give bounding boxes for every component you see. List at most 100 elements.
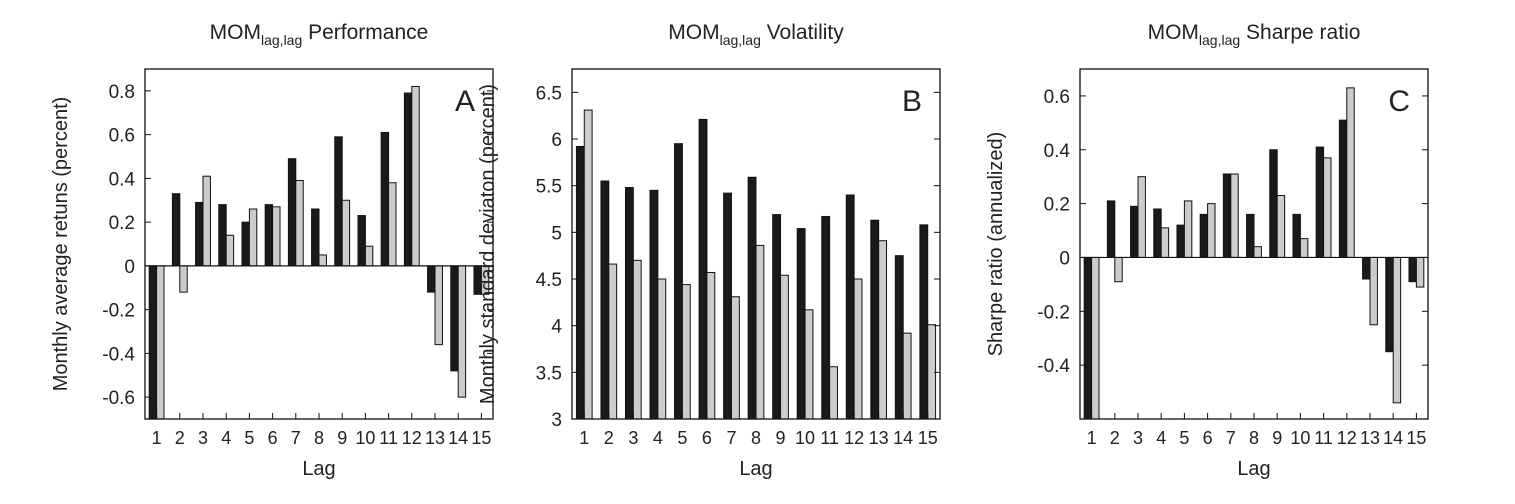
panel-c-bar-s1-lag-3 (1130, 205, 1139, 258)
panel-b-bar-s1-lag-8 (747, 176, 757, 420)
panel-c-bar-s1-lag-6 (1199, 213, 1209, 258)
panel-a-ytick-label: -0.6 (102, 388, 135, 409)
panel-b-ytick-label: 4.5 (536, 270, 562, 291)
panel-b-ytick-label: 4 (551, 317, 562, 338)
panel-b-bar-s2-lag-4 (657, 278, 667, 420)
panel-c-bar-s1-lag-8 (1246, 213, 1255, 258)
panel-b-xtick-label: 10 (795, 428, 815, 448)
panel-a-label: A (455, 85, 475, 118)
panel-c-xtick-label: 11 (1314, 428, 1333, 448)
panel-b: MOMlag,lag Volatility B Lag Monthly stan… (477, 21, 941, 480)
panel-a-bar-s1-lag-5 (241, 221, 250, 267)
panel-a-bar-s2-lag-7 (295, 180, 304, 267)
panel-b-xtick-label: 5 (677, 428, 687, 448)
panel-a-xtick-label: 13 (425, 428, 445, 448)
panel-c-ytick-label: 0 (1059, 248, 1070, 269)
panel-a-bar-s2-lag-5 (248, 208, 258, 267)
panel-c-xtick-label: 7 (1226, 428, 1236, 448)
panel-a-ytick-label: 0 (124, 257, 135, 278)
panel-b-xtick-label: 3 (628, 428, 638, 448)
panel-b-xtick-label: 9 (776, 428, 786, 448)
panel-a-xtick-label: 12 (402, 428, 422, 448)
panel-c-xtick-label: 13 (1360, 428, 1380, 448)
panel-a-xtick-label: 3 (198, 428, 208, 448)
panel-a-bar-s1-lag-7 (287, 158, 297, 267)
panel-c-xtick-label: 10 (1290, 428, 1310, 448)
panel-a-xtick-label: 10 (355, 428, 375, 448)
panel-b-bar-s2-lag-7 (730, 296, 740, 420)
panel-c-bar-s2-lag-3 (1137, 176, 1146, 258)
panel-a-bar-s1-lag-12 (403, 92, 413, 267)
panel-a-xtick-label: 1 (152, 428, 162, 448)
panel-b-bar-s1-lag-5 (674, 143, 683, 420)
panel-a-ytick-label: 0.6 (109, 126, 135, 147)
panel-c-bar-s1-lag-9 (1269, 149, 1278, 258)
panel-b-bar-s2-lag-14 (902, 332, 912, 420)
panel-b-bar-s2-lag-11 (829, 366, 838, 420)
panel-b-xlabel: Lag (739, 458, 772, 480)
panel-b-bar-s1-lag-9 (772, 214, 782, 420)
panel-c-bar-s1-lag-14 (1385, 256, 1394, 353)
panel-b-bar-s1-lag-4 (649, 189, 659, 420)
panel-b-ytick-label: 3.5 (536, 363, 562, 384)
panel-c-bar-s1-lag-1 (1083, 256, 1093, 420)
panel-a-bar-s1-lag-10 (357, 215, 366, 267)
panel-c-xtick-label: 5 (1179, 428, 1189, 448)
panel-c-bar-s1-lag-7 (1222, 173, 1232, 258)
panel-c-bar-s2-lag-15 (1415, 256, 1425, 288)
panel-b-bar-s1-lag-1 (575, 145, 585, 420)
panel-a-xtick-label: 4 (221, 428, 231, 448)
panel-c-bar-s2-lag-13 (1369, 256, 1378, 326)
panel-b-ytick-label: 5 (551, 223, 562, 244)
panel-b-xtick-label: 13 (869, 428, 889, 448)
panel-c-bar-s1-lag-11 (1315, 146, 1325, 258)
panel-c-xtick-label: 15 (1406, 428, 1426, 448)
panel-c-bar-s1-lag-13 (1362, 256, 1371, 280)
panel-a-bar-s1-lag-13 (427, 265, 436, 293)
panel-b-bar-s2-lag-2 (608, 263, 618, 420)
panel-b-bar-s2-lag-1 (583, 109, 593, 420)
panel-a-xtick-label: 8 (314, 428, 324, 448)
panel-c-xtick-label: 3 (1133, 428, 1143, 448)
panel-b-ytick-label: 6 (551, 130, 562, 151)
panel-a-ytick-label: 0.2 (109, 213, 135, 234)
panel-b-bar-s1-lag-13 (870, 219, 880, 420)
panel-b-label: B (902, 85, 922, 118)
panel-a-xtick-label: 2 (175, 428, 185, 448)
panel-b-bar-s1-lag-7 (723, 192, 732, 420)
panel-b-ytick-label: 6.5 (536, 83, 562, 104)
panel-c-ytick-label: 0.4 (1044, 141, 1071, 162)
panel-b-title: MOMlag,lag Volatility (668, 21, 844, 48)
panel-b-xtick-label: 8 (751, 428, 761, 448)
panel-a-bar-s2-lag-14 (457, 265, 467, 398)
panel-b-bar-s2-lag-9 (780, 274, 789, 420)
panel-c-bar-s2-lag-1 (1091, 256, 1100, 420)
panel-a-bar-s2-lag-8 (318, 254, 327, 267)
panel-a-bar-s2-lag-6 (272, 206, 281, 267)
panel-a-bar-s2-lag-3 (202, 175, 211, 267)
panel-b-ytick-label: 5.5 (536, 177, 562, 198)
panel-a-bar-s2-lag-1 (156, 265, 165, 420)
panel-c-bar-s1-lag-5 (1176, 224, 1185, 258)
panel-a-bar-s1-lag-3 (195, 201, 204, 267)
panel-c-bar-s2-lag-9 (1276, 195, 1286, 258)
panel-b-xtick-label: 12 (844, 428, 864, 448)
panel-a-bar-s1-lag-11 (380, 131, 390, 267)
panel-c-xlabel: Lag (1237, 458, 1270, 480)
panel-b-bar-s2-lag-12 (853, 278, 863, 420)
panel-a: MOMlag,lag Performance A Lag Monthly ave… (50, 21, 494, 480)
panel-b-bar-s2-lag-6 (706, 271, 716, 420)
panel-c-xtick-label: 4 (1156, 428, 1166, 448)
panel-c-ytick-label: -0.2 (1037, 302, 1070, 323)
panel-b-bar-s2-lag-5 (681, 284, 691, 420)
panel-b-bar-s2-lag-10 (804, 309, 814, 420)
panel-c-xtick-label: 1 (1087, 428, 1097, 448)
panel-c-xtick-label: 12 (1337, 428, 1357, 448)
panel-b-bar-s1-lag-14 (894, 255, 904, 420)
panel-c-bar-s1-lag-10 (1292, 213, 1301, 258)
panel-b-bar-s1-lag-2 (600, 180, 610, 420)
panel-a-bar-s1-lag-4 (218, 204, 227, 267)
panel-b-xtick-label: 2 (604, 428, 614, 448)
panel-a-ytick-label: 0.8 (109, 82, 135, 103)
panel-b-bar-s1-lag-12 (845, 194, 855, 420)
